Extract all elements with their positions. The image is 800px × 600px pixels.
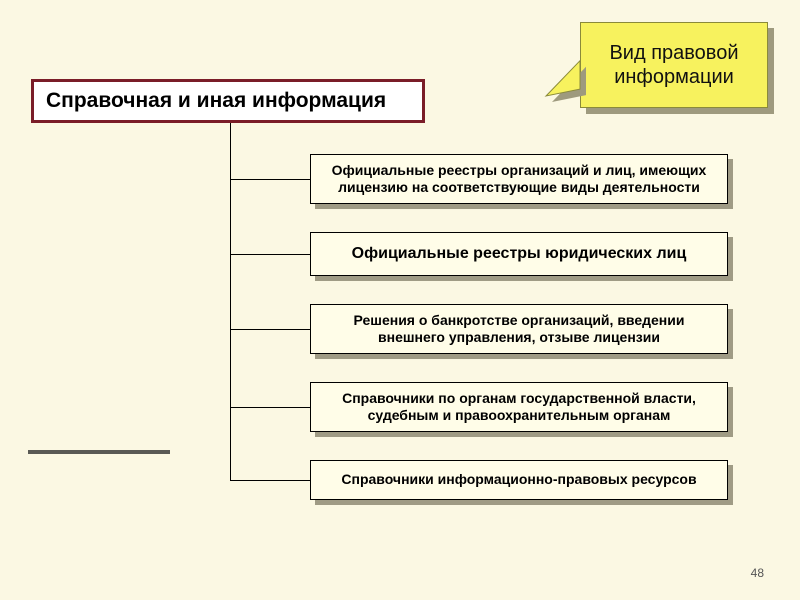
connector-h-1 bbox=[230, 254, 310, 255]
item-box-0: Официальные реестры организаций и лиц, и… bbox=[310, 154, 728, 204]
item-text-1: Официальные реестры юридических лиц bbox=[352, 244, 687, 264]
connector-h-3 bbox=[230, 407, 310, 408]
item-text-3: Справочники по органам государственной в… bbox=[321, 390, 717, 425]
item-box-3: Справочники по органам государственной в… bbox=[310, 382, 728, 432]
item-text-2: Решения о банкротстве организаций, введе… bbox=[321, 312, 717, 347]
item-text-4: Справочники информационно-правовых ресур… bbox=[341, 471, 696, 489]
accent-bar bbox=[28, 450, 170, 454]
tree-trunk bbox=[230, 123, 231, 481]
item-box-4: Справочники информационно-правовых ресур… bbox=[310, 460, 728, 500]
title-box: Справочная и иная информация bbox=[31, 79, 425, 123]
page-number: 48 bbox=[751, 566, 764, 580]
connector-h-0 bbox=[230, 179, 310, 180]
connector-h-4 bbox=[230, 480, 310, 481]
callout-text: Вид правовой информации bbox=[581, 41, 767, 89]
callout-box: Вид правовой информации bbox=[580, 22, 768, 108]
item-text-0: Официальные реестры организаций и лиц, и… bbox=[321, 162, 717, 197]
title-text: Справочная и иная информация bbox=[46, 89, 386, 113]
item-box-1: Официальные реестры юридических лиц bbox=[310, 232, 728, 276]
connector-h-2 bbox=[230, 329, 310, 330]
item-box-2: Решения о банкротстве организаций, введе… bbox=[310, 304, 728, 354]
